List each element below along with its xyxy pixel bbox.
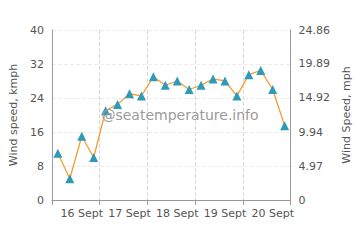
svg-text:4.97: 4.97 [299,160,324,173]
svg-text:9.94: 9.94 [299,126,324,139]
svg-text:32: 32 [30,58,44,71]
svg-text:24.86: 24.86 [299,24,331,37]
svg-text:18 Sept: 18 Sept [156,207,199,220]
svg-text:0: 0 [37,194,44,207]
svg-text:19 Sept: 19 Sept [204,207,247,220]
svg-text:14.92: 14.92 [299,91,331,104]
svg-text:0: 0 [299,194,306,207]
svg-text:8: 8 [37,160,44,173]
svg-text:Wind speed, kmph: Wind speed, kmph [7,64,20,166]
svg-text:Wind Speed, mph: Wind Speed, mph [340,66,353,163]
svg-text:17 Sept: 17 Sept [108,207,151,220]
svg-text:40: 40 [30,24,44,37]
svg-text:16: 16 [30,126,44,139]
svg-text:24: 24 [30,92,44,105]
svg-text:20 Sept: 20 Sept [251,207,294,220]
svg-text:19.89: 19.89 [299,57,331,70]
svg-text:@seatemperature.info: @seatemperature.info [101,107,258,123]
svg-text:16 Sept: 16 Sept [60,207,103,220]
